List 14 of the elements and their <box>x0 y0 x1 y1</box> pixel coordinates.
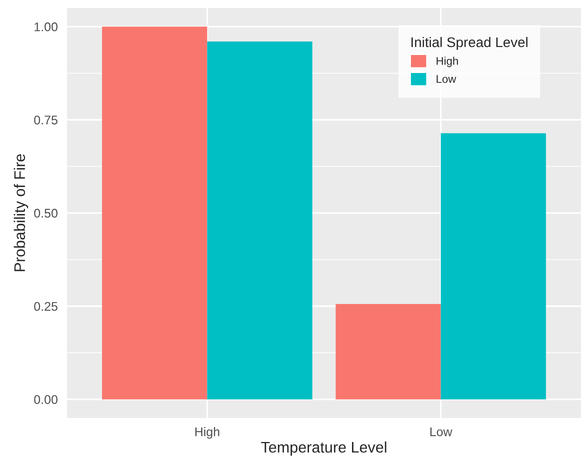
bar <box>102 26 208 400</box>
y-tick-label: 1.00 <box>34 22 58 32</box>
legend-label: Low <box>436 75 456 83</box>
legend-label: High <box>436 56 458 68</box>
y-tick-label: 0.50 <box>34 208 58 218</box>
bar <box>336 304 441 400</box>
y-tick-label: 0.00 <box>34 395 58 404</box>
y-tick-label: 0.75 <box>34 116 58 124</box>
bar <box>440 133 546 400</box>
y-axis-title: Probability of Fire <box>14 154 28 272</box>
legend-title: Initial Spread Level <box>412 36 528 50</box>
bar <box>207 42 312 400</box>
x-axis-title: Temperature Level <box>261 441 386 456</box>
y-tick-label: 0.25 <box>34 302 58 311</box>
